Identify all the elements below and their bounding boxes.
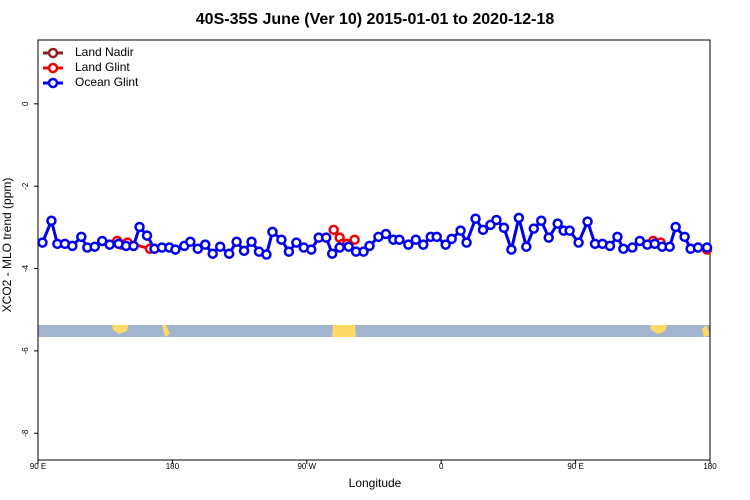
x-tick-label: 90 W bbox=[297, 462, 316, 471]
ocean-strip bbox=[38, 325, 710, 337]
data-point bbox=[334, 242, 345, 253]
map-strip bbox=[38, 325, 710, 337]
data-point bbox=[261, 249, 272, 260]
data-point bbox=[582, 216, 593, 227]
series bbox=[37, 212, 713, 260]
data-point bbox=[394, 234, 405, 245]
data-point bbox=[67, 240, 78, 252]
legend-marker bbox=[47, 62, 59, 74]
data-point bbox=[506, 244, 517, 255]
data-point bbox=[214, 241, 226, 252]
data-point bbox=[440, 239, 451, 250]
data-point bbox=[470, 213, 481, 224]
data-point bbox=[513, 212, 525, 224]
data-point bbox=[134, 221, 145, 233]
data-point bbox=[418, 239, 429, 250]
chart-title: 40S-35S June (Ver 10) 2015-01-01 to 2020… bbox=[196, 11, 555, 28]
land bbox=[162, 325, 170, 337]
y-tick-label: -8 bbox=[21, 429, 30, 437]
legend-label: Land Nadir bbox=[75, 45, 134, 59]
data-point bbox=[477, 224, 489, 236]
legend-label: Ocean Glint bbox=[75, 75, 139, 89]
data-point bbox=[141, 230, 153, 241]
data-point bbox=[276, 234, 287, 245]
data-point bbox=[670, 221, 681, 233]
data-point bbox=[573, 237, 584, 248]
data-point bbox=[89, 241, 100, 252]
legend-label: Land Glint bbox=[75, 60, 130, 74]
data-point bbox=[664, 241, 675, 252]
data-point bbox=[328, 224, 339, 236]
data-point bbox=[431, 231, 442, 243]
land bbox=[650, 325, 667, 334]
land bbox=[702, 325, 710, 337]
x-tick-label: 0 bbox=[439, 462, 444, 471]
y-tick-label: -2 bbox=[21, 182, 30, 190]
data-point bbox=[410, 234, 422, 245]
data-point bbox=[207, 248, 218, 259]
data-point bbox=[403, 239, 414, 250]
legend-marker bbox=[47, 47, 59, 59]
data-point bbox=[498, 222, 510, 234]
data-point bbox=[536, 215, 547, 227]
x-tick-label: 90 E bbox=[567, 462, 583, 471]
data-point bbox=[291, 237, 302, 248]
data-point bbox=[238, 245, 250, 257]
data-point bbox=[358, 246, 369, 257]
data-point bbox=[223, 248, 235, 259]
data-point bbox=[552, 218, 563, 229]
data-point bbox=[200, 239, 211, 250]
data-point bbox=[543, 232, 554, 243]
y-tick-label: -6 bbox=[21, 347, 30, 355]
data-point bbox=[326, 248, 338, 259]
x-tick-label: 180 bbox=[703, 462, 717, 471]
data-point bbox=[692, 242, 704, 253]
x-tick-label: 90 E bbox=[30, 462, 46, 471]
data-point bbox=[627, 242, 638, 253]
data-point bbox=[380, 228, 392, 240]
data-point bbox=[521, 241, 532, 252]
data-point bbox=[679, 231, 690, 243]
data-point bbox=[231, 236, 242, 248]
land bbox=[332, 325, 356, 337]
data-point bbox=[37, 237, 48, 248]
data-point bbox=[491, 214, 502, 226]
data-point bbox=[128, 240, 139, 252]
y-axis-label: XCO2 - MLO trend (ppm) bbox=[0, 178, 14, 313]
data-point bbox=[612, 231, 623, 243]
data-point bbox=[564, 225, 575, 236]
y-tick-label: 0 bbox=[21, 101, 30, 106]
data-point bbox=[246, 236, 257, 248]
data-point bbox=[267, 226, 278, 238]
x-axis-label: Longitude bbox=[349, 476, 402, 490]
data-point bbox=[192, 243, 204, 255]
data-point bbox=[618, 243, 629, 255]
data-point bbox=[364, 240, 375, 252]
data-point bbox=[701, 242, 713, 253]
land bbox=[112, 325, 128, 334]
data-point bbox=[528, 223, 540, 234]
data-point bbox=[104, 239, 115, 250]
data-point bbox=[283, 246, 295, 257]
data-point bbox=[343, 241, 354, 252]
data-point bbox=[306, 244, 317, 255]
data-point bbox=[46, 215, 57, 227]
data-point bbox=[604, 240, 616, 252]
data-point bbox=[185, 236, 196, 248]
data-point bbox=[320, 232, 332, 243]
data-point bbox=[76, 231, 87, 243]
legend-marker bbox=[47, 77, 59, 89]
data-point bbox=[455, 225, 466, 236]
data-point bbox=[349, 234, 360, 245]
data-point bbox=[461, 237, 472, 248]
data-point bbox=[446, 233, 457, 245]
y-tick-label: -4 bbox=[21, 264, 30, 272]
data-point bbox=[170, 244, 181, 255]
x-tick-label: 180 bbox=[166, 462, 180, 471]
